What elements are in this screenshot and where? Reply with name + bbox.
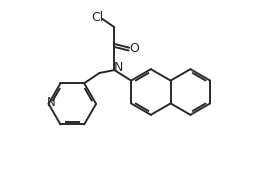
Text: N: N [114, 61, 123, 74]
Text: N: N [46, 96, 55, 109]
Text: Cl: Cl [91, 11, 103, 24]
Text: O: O [129, 42, 139, 55]
